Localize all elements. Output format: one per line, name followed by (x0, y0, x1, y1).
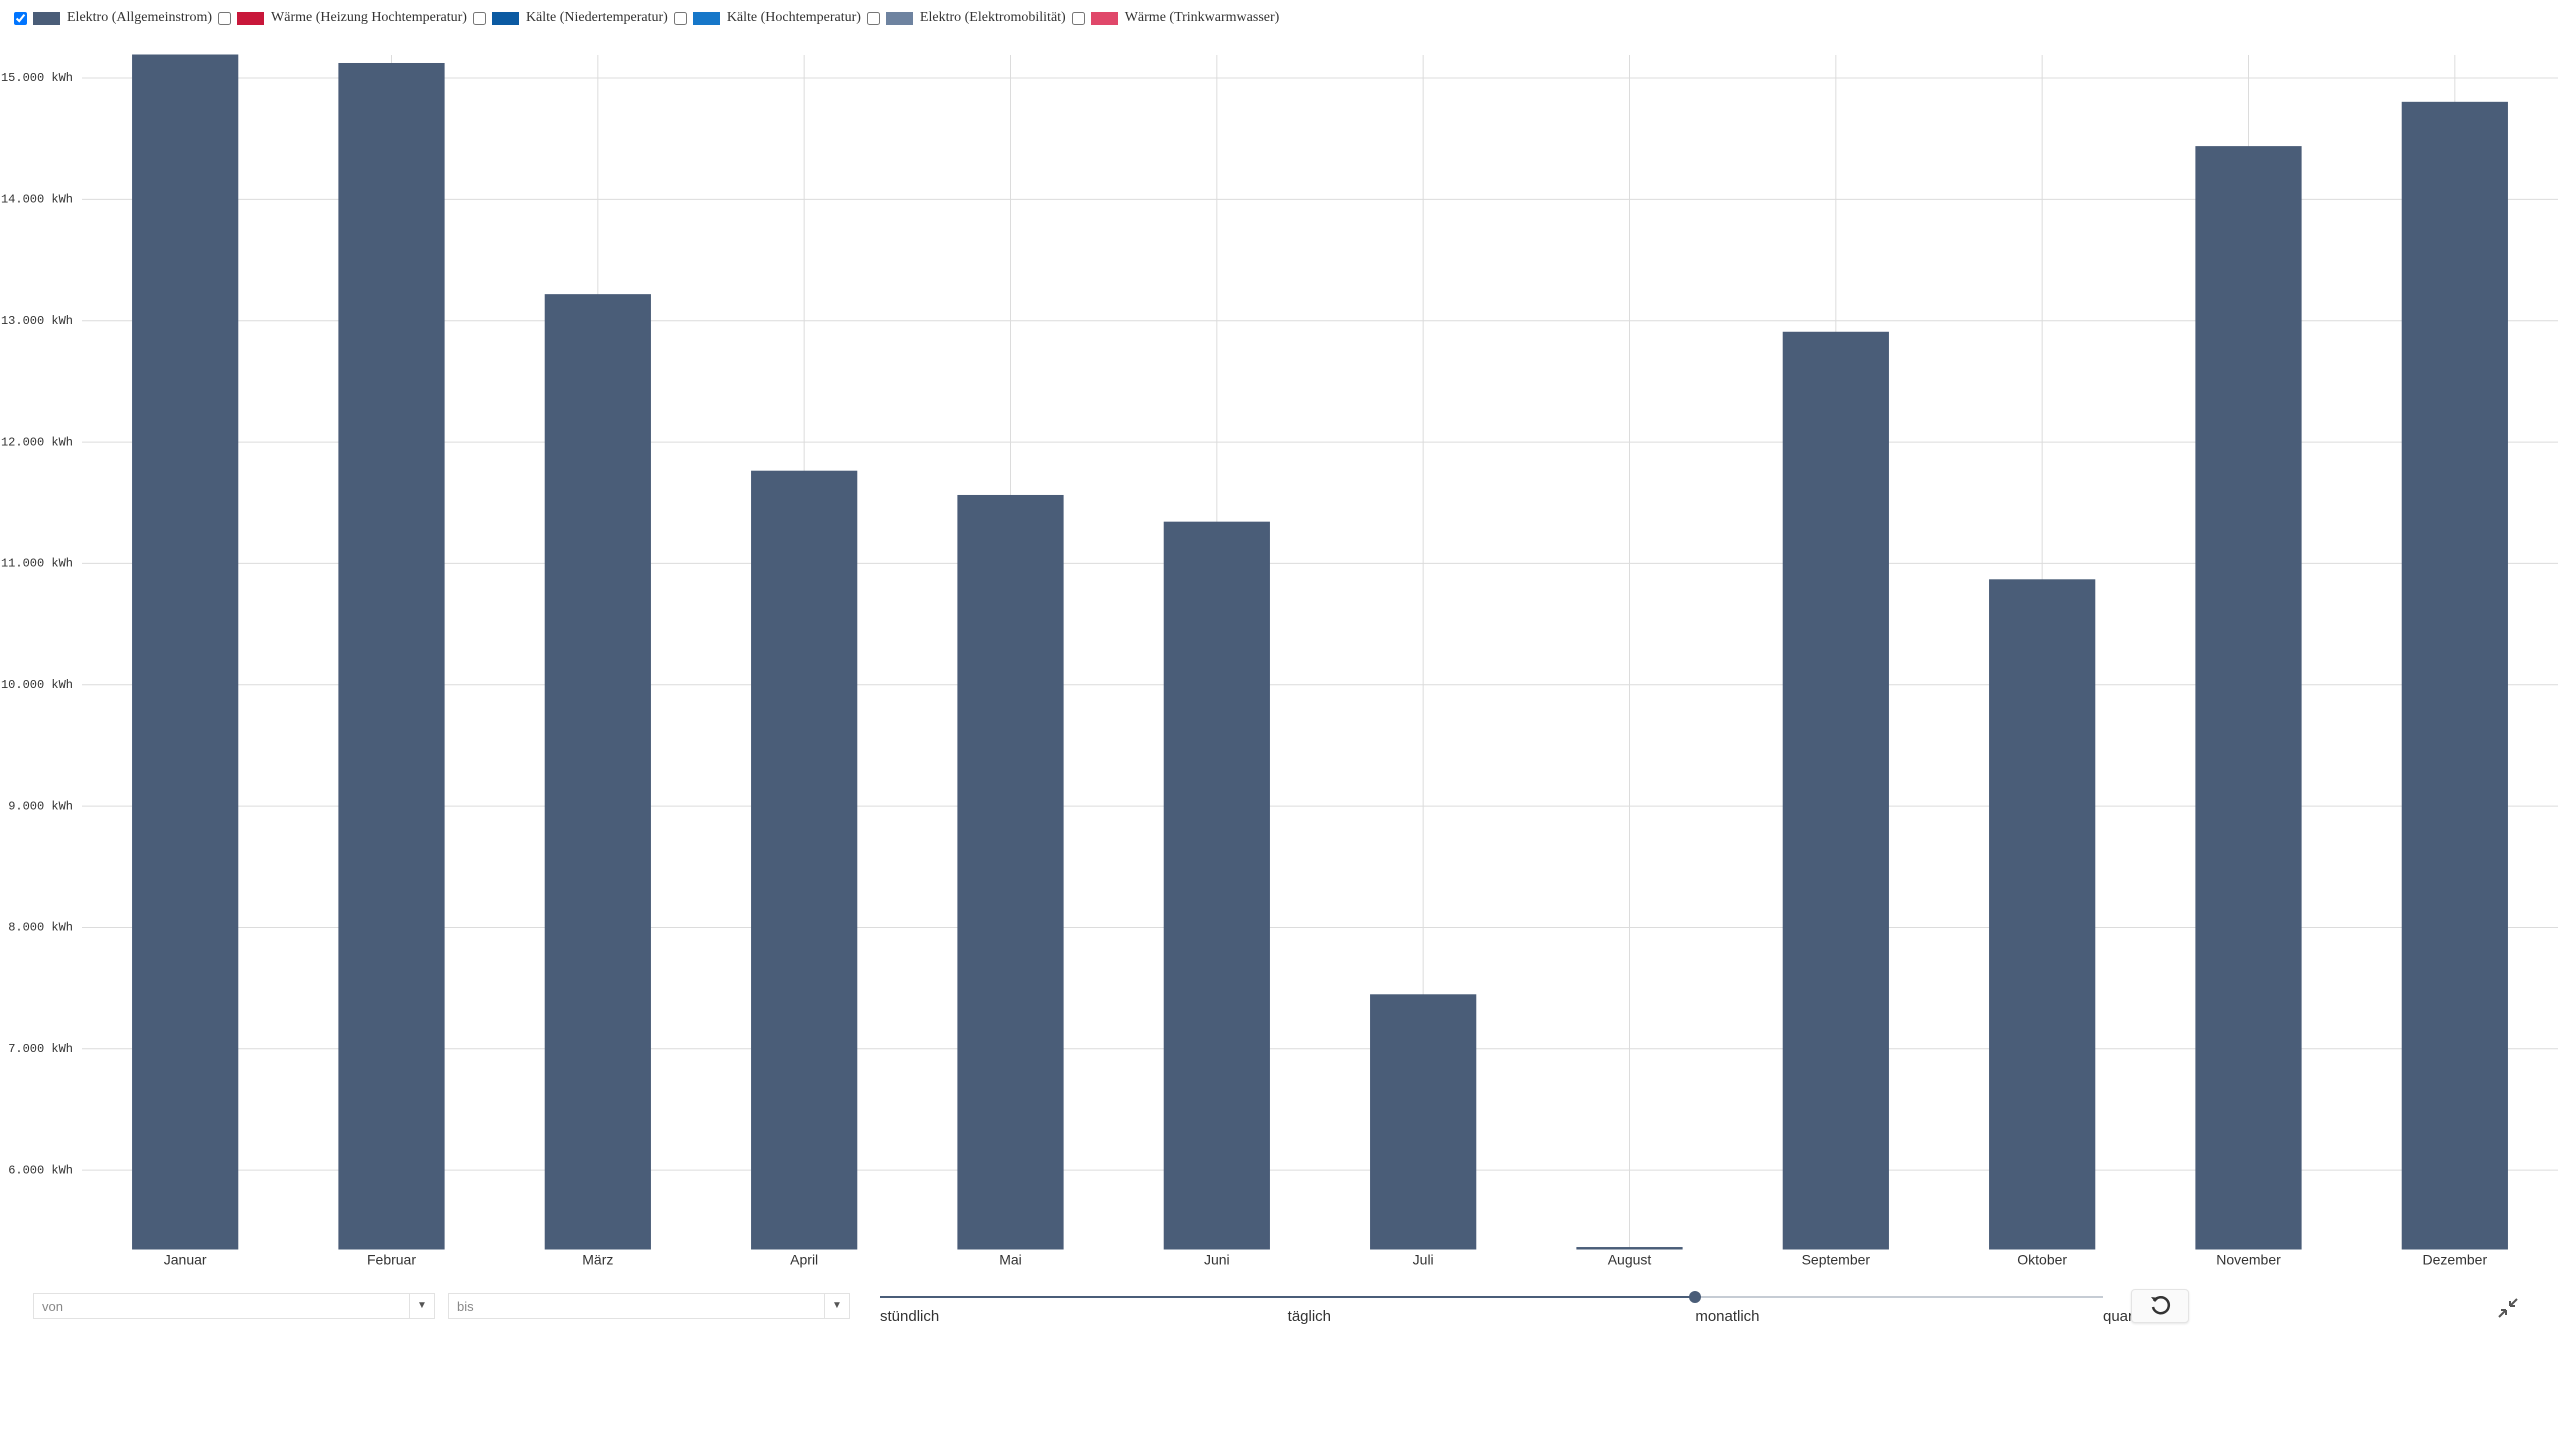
bar (2401, 101, 2508, 1250)
legend-swatch (1090, 11, 1118, 25)
resolution-slider[interactable]: stündlich täglich monatlich quar (880, 1288, 2133, 1328)
legend-item[interactable]: Wärme (Heizung Hochtemperatur) (218, 10, 467, 26)
legend-label: Kälte (Niedertemperatur) (525, 10, 668, 25)
bar (1163, 521, 1270, 1250)
legend-item[interactable]: Elektro (Allgemeinstrom) (14, 10, 212, 26)
legend-swatch (33, 11, 60, 25)
y-tick-label: 11.000 kWh (1, 557, 73, 571)
legend-label: Elektro (Allgemeinstrom) (67, 10, 213, 25)
y-tick-label: 13.000 kWh (1, 314, 73, 328)
bar (957, 494, 1064, 1250)
y-tick-label: 7.000 kWh (8, 1042, 73, 1056)
legend-label: Wärme (Trinkwarmwasser) (1124, 10, 1280, 25)
bar (132, 54, 239, 1250)
legend: Elektro (Allgemeinstrom) Wärme (Heizung H… (14, 10, 1285, 26)
legend-checkbox[interactable] (866, 11, 880, 25)
slider-knob[interactable] (1689, 1291, 1702, 1303)
x-tick-label: September (1802, 1252, 1871, 1268)
y-tick-label: 12.000 kWh (1, 435, 73, 449)
dropdown-arrow: ▼ (824, 1294, 849, 1318)
slider-option[interactable]: monatlich (1695, 1308, 1760, 1325)
collapse-icon[interactable] (2496, 1296, 2520, 1320)
x-tick-label: November (2216, 1252, 2281, 1268)
legend-swatch (491, 11, 519, 25)
bar (751, 470, 858, 1250)
x-tick-label: April (790, 1252, 818, 1268)
y-tick-label: 8.000 kWh (8, 921, 73, 935)
to-placeholder: bis (457, 1299, 474, 1314)
x-tick-label: Februar (367, 1252, 416, 1268)
chart: 6.000 kWh 7.000 kWh 8.000 kWh 9.000 kWh 10.0… (1, 54, 2558, 1268)
y-tick-label: 6.000 kWh (8, 1163, 73, 1177)
slider-option[interactable]: stündlich (880, 1308, 940, 1325)
bar (2195, 146, 2302, 1250)
y-tick-label: 9.000 kWh (8, 799, 73, 813)
legend-item[interactable]: Wärme (Trinkwarmwasser) (1071, 10, 1280, 26)
from-select[interactable]: von ▼ (33, 1293, 435, 1319)
y-tick-label: 14.000 kWh (1, 193, 73, 207)
legend-label: Kälte (Hochtemperatur) (726, 10, 861, 25)
legend-checkbox[interactable] (14, 11, 27, 25)
legend-checkbox[interactable] (472, 11, 486, 25)
reset-icon (2151, 1295, 2171, 1314)
reset-button[interactable] (2131, 1289, 2189, 1323)
legend-item[interactable]: Kälte (Hochtemperatur) (673, 10, 861, 26)
bar (1370, 994, 1477, 1250)
legend-label: Elektro (Elektromobilität) (919, 10, 1066, 25)
legend-swatch (237, 11, 265, 25)
x-tick-label: Oktober (2017, 1252, 2067, 1268)
y-tick-label: 15.000 kWh (1, 71, 73, 85)
x-tick-label: Dezember (2423, 1252, 2488, 1268)
dropdown-arrow: ▼ (409, 1294, 434, 1318)
to-select[interactable]: bis ▼ (448, 1293, 850, 1319)
legend-checkbox[interactable] (673, 11, 687, 25)
legend-item[interactable]: Elektro (Elektromobilität) (866, 10, 1066, 26)
legend-swatch (692, 11, 720, 25)
legend-swatch (885, 11, 913, 25)
x-tick-label: März (582, 1252, 613, 1268)
x-tick-label: Juli (1413, 1252, 1434, 1268)
from-placeholder: von (42, 1299, 63, 1314)
bar (1782, 331, 1889, 1250)
slider-option[interactable]: quar (2103, 1308, 2134, 1325)
x-tick-label: Juni (1204, 1252, 1230, 1268)
x-tick-label: August (1608, 1252, 1652, 1268)
legend-item[interactable]: Kälte (Niedertemperatur) (472, 10, 668, 26)
bar (1989, 579, 2096, 1250)
x-tick-label: Januar (164, 1252, 207, 1268)
bar (338, 62, 445, 1250)
slider-option[interactable]: täglich (1287, 1308, 1332, 1325)
legend-checkbox[interactable] (218, 11, 232, 25)
slider-fill (880, 1296, 1696, 1298)
bar (1576, 1247, 1683, 1250)
legend-checkbox[interactable] (1071, 11, 1085, 25)
y-tick-label: 10.000 kWh (1, 678, 73, 692)
x-tick-label: Mai (999, 1252, 1022, 1268)
bar (544, 294, 651, 1250)
legend-label: Wärme (Heizung Hochtemperatur) (271, 10, 467, 25)
